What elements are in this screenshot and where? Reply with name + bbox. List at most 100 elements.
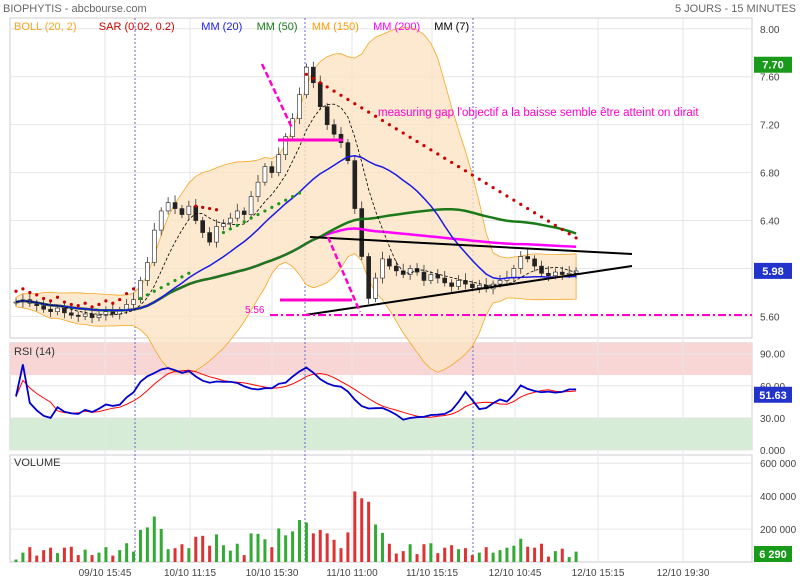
candle-body	[131, 299, 136, 305]
sar-dot	[553, 223, 557, 227]
volume-bar	[470, 555, 474, 562]
volume-bar	[408, 544, 412, 562]
legend-item: BOLL (20, 2)	[14, 21, 77, 33]
volume-bar	[553, 551, 557, 562]
volume-bar	[311, 533, 315, 562]
volume-bar	[505, 547, 509, 562]
sar-dot	[138, 296, 143, 301]
volume-tick-label: 600 000	[760, 459, 797, 470]
sar-dot	[125, 292, 129, 296]
sar-dot	[463, 169, 468, 173]
candle-body	[179, 208, 185, 215]
candle-body	[546, 272, 551, 276]
sar-dot	[263, 209, 267, 213]
sar-dot	[422, 144, 426, 148]
volume-tick-label: 200 000	[760, 525, 797, 536]
sar-dot	[290, 194, 295, 199]
candle-body	[248, 196, 254, 215]
sar-dot	[111, 301, 115, 305]
candle-body	[304, 66, 309, 96]
candle-body	[394, 265, 399, 272]
volume-bar	[132, 551, 136, 562]
candle-body	[449, 282, 454, 287]
candle-body	[276, 154, 282, 173]
candle-body	[525, 256, 530, 260]
candle-body	[380, 258, 385, 279]
volume-bar	[104, 547, 108, 562]
x-tick-label: 12/10 19:30	[657, 568, 710, 579]
sar-dot	[173, 278, 177, 283]
sar-dot	[532, 211, 537, 215]
volume-bar	[166, 549, 170, 562]
sar-dot	[277, 202, 281, 206]
volume-bar	[69, 546, 73, 562]
volume-bar	[367, 501, 371, 562]
candle-body	[553, 271, 558, 276]
volume-bar	[360, 498, 364, 562]
rsi-badge	[754, 386, 792, 403]
volume-bar	[387, 543, 391, 562]
volume-bar	[90, 555, 94, 562]
volume-bar	[118, 550, 122, 562]
sar-dot	[415, 139, 419, 144]
candle-body	[214, 226, 219, 243]
candle-body	[476, 284, 482, 288]
candle-body	[290, 118, 295, 137]
candle-body	[186, 205, 192, 215]
sar-dot	[152, 289, 156, 293]
volume-bar	[291, 531, 295, 562]
sar-dot	[90, 305, 94, 309]
sar-dot	[477, 177, 481, 181]
volume-bar	[533, 547, 537, 562]
sar-dot	[55, 295, 60, 299]
sar-dot	[574, 236, 578, 240]
sar-dot	[346, 97, 350, 102]
volume-bar	[484, 547, 488, 562]
volume-bar	[42, 550, 46, 562]
sar-dot	[539, 215, 544, 219]
price-badge	[754, 262, 792, 279]
x-tick-label: 11/10 11:00	[326, 568, 378, 579]
rsi-overbought-zone	[10, 343, 752, 376]
chart-title: BIOPHYTIS - abcbourse.com	[3, 3, 147, 15]
volume-bar	[159, 528, 163, 562]
sar-dot	[187, 271, 191, 275]
volume-bar	[194, 536, 198, 562]
candle-body	[283, 136, 288, 155]
price-badge	[754, 56, 792, 73]
annotation-text: measuring gap l'objectif a la baisse sem…	[378, 107, 699, 119]
sar-dot	[249, 216, 253, 220]
sar-dot	[62, 300, 67, 304]
volume-bar	[450, 545, 454, 562]
x-tick-label: 12/10 15:15	[572, 568, 625, 579]
legend-item: SAR (0.02, 0.2)	[99, 21, 175, 33]
volume-bar	[215, 534, 219, 562]
measure-arrow-1	[260, 63, 294, 129]
sar-dot	[311, 76, 315, 81]
sar-dot	[456, 165, 461, 169]
candle-body	[435, 274, 441, 279]
volume-bar	[304, 522, 308, 562]
x-tick-label: 10/10 15:30	[246, 568, 299, 579]
volume-bar	[152, 516, 156, 562]
candle-body	[297, 94, 302, 119]
volume-bar	[477, 552, 481, 562]
sar-dot	[332, 89, 336, 93]
volume-bar	[422, 544, 426, 562]
volume-title: VOLUME	[14, 457, 60, 469]
candle-body	[345, 142, 351, 161]
volume-bar	[339, 548, 343, 562]
x-tick-label: 12/10 10:45	[489, 568, 542, 579]
volume-bar	[519, 538, 523, 562]
candle-body	[165, 202, 171, 212]
candle-body	[338, 133, 344, 143]
sar-dot	[228, 227, 232, 231]
candle-body	[428, 274, 434, 281]
volume-tick-label: 400 000	[760, 492, 797, 503]
bollinger-band	[15, 27, 577, 374]
volume-bar	[436, 553, 440, 562]
sar-dot	[14, 289, 18, 293]
sar-dot	[373, 114, 378, 118]
sar-dot	[221, 230, 226, 235]
candle-body	[48, 308, 53, 312]
